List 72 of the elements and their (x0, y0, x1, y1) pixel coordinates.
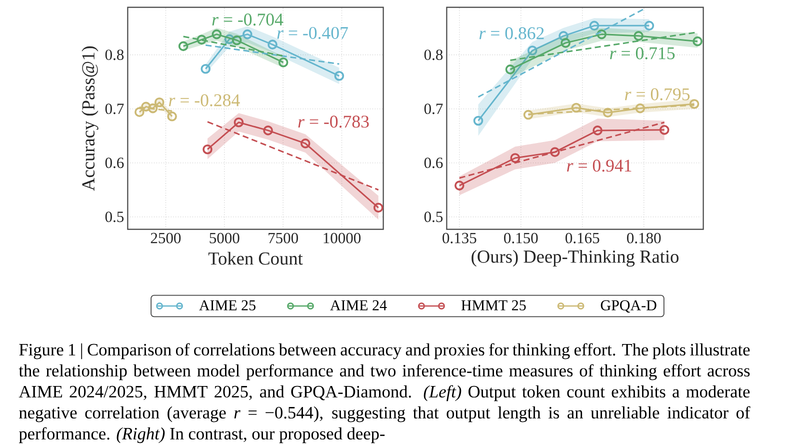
y-tick-label: 0.8 (424, 50, 443, 60)
point (202, 144, 212, 154)
point (167, 112, 177, 122)
annotation: r = -0.704 (212, 14, 284, 26)
x-tick-label: 7500 (268, 232, 298, 244)
point (178, 41, 188, 52)
point (692, 36, 702, 46)
y-tick-label: 0.6 (105, 158, 124, 168)
legend-label: AIME 25 (199, 300, 256, 310)
y-tick-label: 0.7 (424, 104, 443, 114)
point (148, 103, 158, 114)
point (510, 153, 520, 163)
point (224, 34, 234, 44)
point (263, 126, 273, 136)
y-axis-title: Accuracy (Pass@1) (82, 46, 98, 191)
point (200, 64, 211, 74)
x-tick-label: 0.165 (566, 232, 600, 244)
point (134, 107, 144, 117)
point (523, 110, 534, 120)
point (334, 70, 344, 81)
x-axis-title: Token Count (208, 252, 303, 265)
point (232, 35, 242, 46)
point (635, 103, 646, 114)
point (454, 180, 464, 190)
x-tick-label: 10000 (324, 232, 361, 244)
point (300, 138, 310, 148)
y-tick-label: 0.7 (105, 104, 124, 114)
annotation: r = -0.783 (298, 116, 369, 128)
point (278, 57, 288, 68)
annotation: r = 0.941 (567, 160, 632, 172)
y-tick-label: 0.5 (424, 212, 443, 222)
text: Figure 1 | Comparison of correlations between accuracy and proxies for thinking effort. The plots illustrate the relationship between model performance and two inference-time measures of thinking effort across AIME 2024/2025, HMMT 2025, and GPQA-Diamond. (Left) Output token count exhibits a moderate negative correlation (average r = −0.544), suggesting that output length is an unreliable indicator of performance. (Right) In contrast, our proposed deep- (18, 343, 750, 444)
point (596, 29, 607, 40)
x-tick-label: 5000 (210, 232, 240, 244)
x-tick-label: 0.180 (627, 232, 661, 244)
point (234, 117, 244, 128)
point (592, 126, 602, 136)
legend-label: AIME 24 (330, 300, 387, 310)
legend-label: HMMT 25 (461, 300, 526, 310)
point (689, 99, 700, 109)
annotation: r = -0.284 (168, 94, 240, 106)
point (373, 202, 384, 213)
x-axis-title: (Ours) Deep-Thinking Ratio (472, 250, 679, 267)
point (154, 97, 164, 108)
point (242, 29, 252, 40)
x-tick-label: 0.150 (504, 232, 538, 244)
y-tick-label: 0.6 (424, 158, 443, 168)
x-tick-label: 0.135 (442, 232, 476, 244)
point (644, 20, 654, 31)
legend-label: GPQA-D (600, 300, 656, 313)
point (141, 102, 151, 112)
annotation: r = -0.407 (277, 26, 348, 40)
point (560, 38, 570, 48)
point (473, 116, 484, 126)
point (196, 34, 207, 45)
point (589, 20, 600, 31)
annotation: r = 0.795 (625, 88, 690, 100)
point (558, 31, 568, 41)
point (505, 64, 516, 74)
point (268, 40, 278, 50)
x-tick-label: 2500 (150, 232, 181, 244)
point (212, 29, 222, 40)
y-tick-label: 0.8 (105, 50, 124, 60)
point (659, 125, 670, 135)
point (527, 46, 538, 56)
annotation: r = 0.715 (610, 47, 675, 60)
y-tick-label: 0.5 (105, 212, 124, 222)
annotation: r = 0.862 (479, 27, 544, 40)
point (571, 102, 582, 113)
point (634, 31, 644, 41)
point (550, 147, 560, 157)
point (602, 108, 613, 118)
